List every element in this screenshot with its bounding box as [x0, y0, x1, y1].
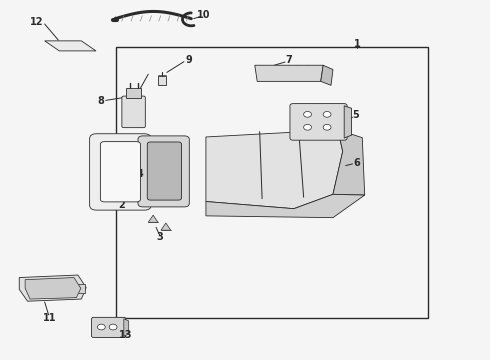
FancyBboxPatch shape	[147, 142, 181, 200]
Text: 1: 1	[354, 39, 361, 49]
Polygon shape	[206, 194, 365, 218]
Polygon shape	[255, 65, 323, 81]
Circle shape	[304, 125, 312, 130]
Polygon shape	[333, 130, 365, 195]
Bar	[74, 284, 85, 293]
Text: 8: 8	[98, 96, 104, 106]
Bar	[116, 47, 428, 318]
Text: 4: 4	[137, 168, 143, 179]
Polygon shape	[45, 41, 96, 51]
Polygon shape	[321, 65, 333, 85]
Text: 13: 13	[119, 330, 132, 340]
Bar	[158, 76, 166, 85]
Bar	[126, 88, 142, 98]
Polygon shape	[148, 215, 158, 222]
FancyBboxPatch shape	[100, 141, 141, 202]
Text: 7: 7	[286, 55, 293, 65]
Polygon shape	[19, 275, 86, 301]
Polygon shape	[25, 278, 81, 299]
Text: 10: 10	[196, 10, 210, 20]
Text: 2: 2	[119, 200, 125, 210]
Polygon shape	[161, 223, 171, 230]
FancyBboxPatch shape	[290, 104, 347, 140]
Circle shape	[304, 112, 312, 117]
Polygon shape	[344, 106, 351, 138]
FancyBboxPatch shape	[90, 134, 151, 210]
Circle shape	[109, 324, 117, 330]
Text: 3: 3	[156, 232, 163, 242]
FancyBboxPatch shape	[122, 96, 146, 128]
Circle shape	[98, 324, 105, 330]
Text: 5: 5	[352, 111, 359, 121]
Circle shape	[323, 125, 331, 130]
FancyBboxPatch shape	[92, 318, 126, 337]
FancyBboxPatch shape	[138, 136, 189, 207]
Text: 9: 9	[185, 55, 192, 65]
Polygon shape	[124, 319, 129, 336]
Polygon shape	[206, 130, 343, 209]
Circle shape	[323, 112, 331, 117]
Text: 12: 12	[29, 17, 43, 27]
Text: 11: 11	[43, 313, 56, 323]
Text: 6: 6	[353, 158, 360, 168]
